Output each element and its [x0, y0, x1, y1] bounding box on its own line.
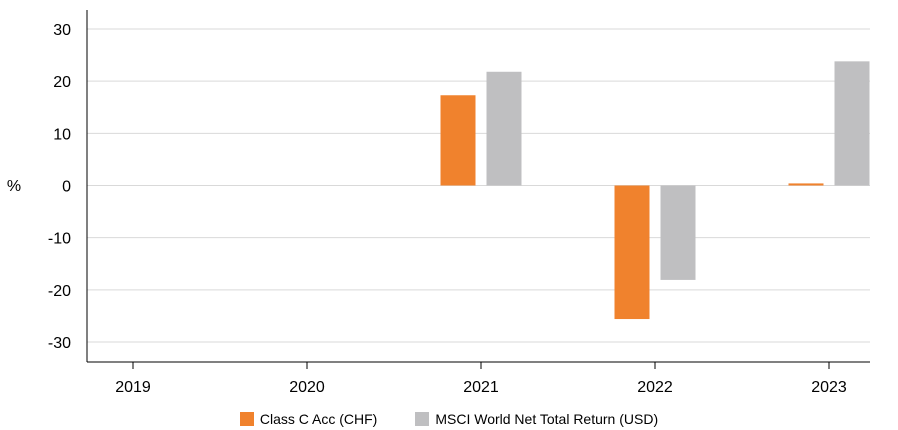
y-tick-label: 10 — [53, 126, 71, 143]
axes — [86, 10, 870, 369]
bar — [486, 71, 522, 186]
y-tick-label: -10 — [48, 231, 71, 248]
legend: Class C Acc (CHF) MSCI World Net Total R… — [0, 408, 898, 430]
x-tick-label: 2023 — [811, 379, 847, 396]
bar — [788, 183, 824, 186]
bar — [440, 95, 476, 186]
legend-label-msci-world: MSCI World Net Total Return (USD) — [435, 411, 659, 427]
legend-label-class-c: Class C Acc (CHF) — [259, 411, 378, 427]
legend-swatch-msci-world — [415, 412, 430, 426]
legend-swatch-class-c — [239, 412, 254, 426]
gridlines — [87, 28, 870, 343]
x-tick-labels: 2019 2020 2021 2022 2023 — [115, 379, 847, 396]
y-tick-label: 20 — [53, 74, 71, 91]
legend-item-msci-world: MSCI World Net Total Return (USD) — [415, 411, 658, 427]
y-tick-label: -20 — [48, 283, 71, 300]
bar — [614, 185, 650, 320]
x-tick-label: 2019 — [115, 379, 151, 396]
y-tick-label: -30 — [48, 335, 71, 352]
y-tick-label: 30 — [53, 22, 71, 39]
y-tick-labels: 30 20 10 0 -10 -20 -30 — [48, 22, 71, 352]
x-tick-label: 2021 — [463, 379, 499, 396]
bar — [834, 61, 870, 186]
bar — [660, 185, 696, 280]
y-axis-label: % — [7, 178, 21, 195]
x-tick-label: 2020 — [289, 379, 325, 396]
x-tick-label: 2022 — [637, 379, 673, 396]
y-tick-label: 0 — [62, 179, 71, 196]
legend-item-class-c: Class C Acc (CHF) — [239, 411, 378, 427]
bars — [440, 61, 870, 320]
